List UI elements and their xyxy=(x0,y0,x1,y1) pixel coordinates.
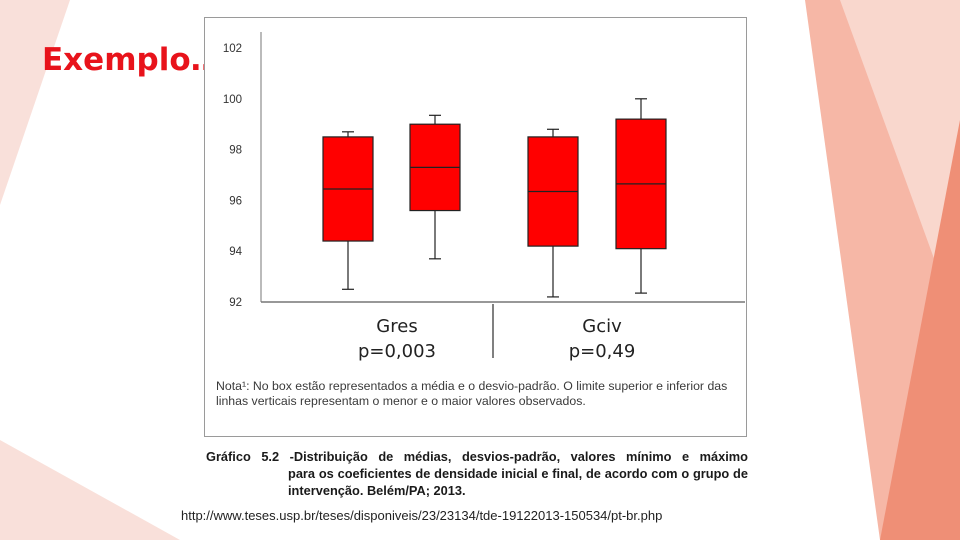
y-axis: 92 94 96 98 100 102 xyxy=(223,32,745,309)
chart-note: Nota¹: No box estão representados a médi… xyxy=(216,379,728,408)
right-accent-shape-light xyxy=(840,0,960,330)
group-p-value-label: p=0,003 xyxy=(358,341,436,362)
x-axis-labels: Gres p=0,003 Gciv p=0,49 xyxy=(358,304,635,362)
group-name-label: Gciv xyxy=(582,316,622,337)
box-plot-chart: 92 94 96 98 100 102 Gres p=0,003 Gciv p=0,49 xyxy=(223,32,745,362)
figure-frame: 92 94 96 98 100 102 Gres p=0,003 Gciv p=0,49 xyxy=(204,17,747,437)
source-url-box xyxy=(174,503,786,529)
caption-heading: Gráfico 5.2 -Distribuição de médias, des… xyxy=(206,449,748,464)
y-tick-label: 98 xyxy=(229,145,242,157)
left-top-accent-shape xyxy=(0,0,70,205)
figure-caption: Gráfico 5.2 -Distribuição de médias, des… xyxy=(206,448,748,499)
y-tick-label: 100 xyxy=(223,94,242,106)
y-tick-label: 94 xyxy=(229,246,242,258)
caption-body: para os coeficientes de densidade inicia… xyxy=(288,466,748,498)
y-tick-label: 96 xyxy=(229,195,242,207)
group-name-label: Gres xyxy=(376,316,417,337)
box-plot-series xyxy=(322,98,667,298)
source-url-link[interactable]: http://www.teses.usp.br/teses/disponivei… xyxy=(181,508,663,523)
right-accent-shape-dark xyxy=(880,120,960,540)
left-bottom-accent-shape xyxy=(0,440,180,540)
group-p-value-label: p=0,49 xyxy=(569,341,636,362)
slide-title: Exemplo… xyxy=(42,42,222,78)
y-tick-label: 102 xyxy=(223,43,242,55)
y-tick-label: 92 xyxy=(229,297,242,309)
